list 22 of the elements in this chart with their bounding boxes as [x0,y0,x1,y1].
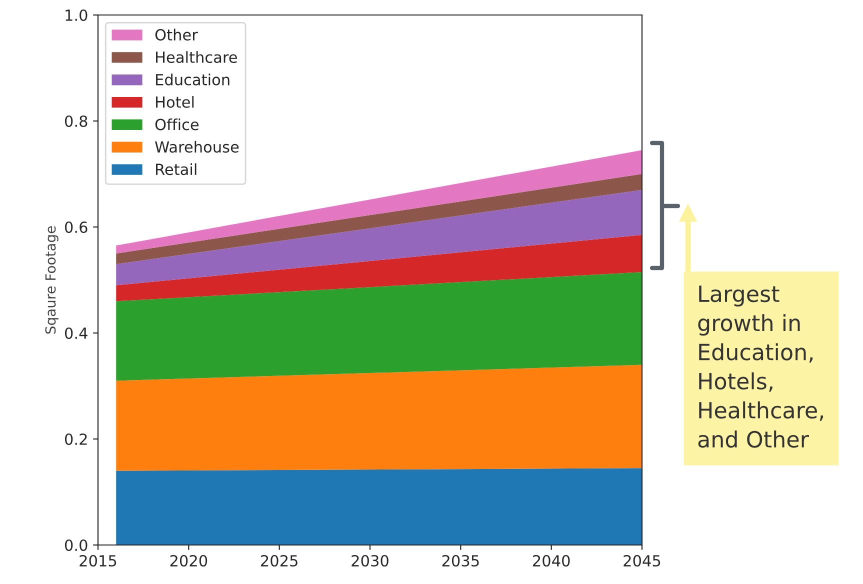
y-axis-title: Sqaure Footage [45,226,58,334]
legend-label: Hotel [156,96,194,108]
y-tick-label: 0.0 [64,539,88,552]
x-tick-label: 2025 [261,554,298,567]
x-tick-label: 2035 [442,554,479,567]
x-tick-label: 2040 [533,554,570,567]
legend-label: Retail [156,163,196,176]
y-tick-label: 1.0 [66,9,88,22]
x-tick-label: 2020 [170,554,208,567]
legend-label: Other [155,28,198,41]
y-tick-label: 0.6 [64,221,88,234]
x-tick-label: 2030 [352,554,388,567]
x-tick-label: 2045 [624,554,660,567]
legend-label: Healthcare [156,51,237,63]
text: Largest growth in Education, Hotels, Healthcare, and Other [698,286,824,448]
y-tick-label: 0.4 [64,327,88,340]
y-tick-label: 0.8 [64,115,88,128]
x-tick-label: 2015 [80,554,116,567]
legend-label: Education [156,74,230,86]
legend-label: Warehouse [155,140,239,153]
y-tick-label: 0.2 [64,433,87,446]
legend-label: Office [155,118,199,130]
